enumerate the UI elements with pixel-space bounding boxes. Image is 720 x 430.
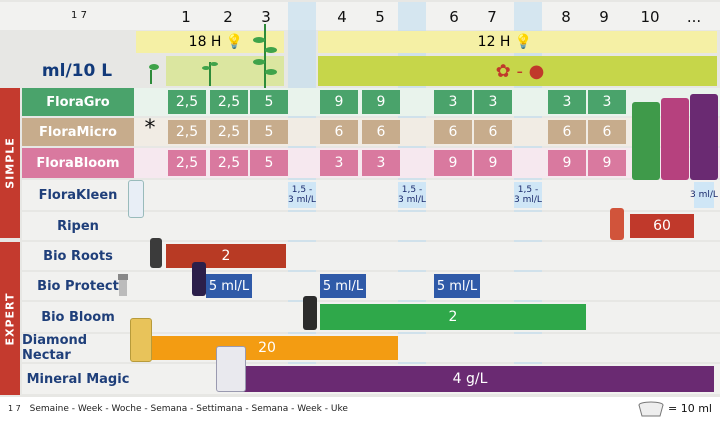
ripen-bar: 60 xyxy=(630,214,694,238)
diamondnectar-bottle-icon xyxy=(130,318,152,362)
scale-label: 1 7 xyxy=(71,9,87,21)
week-header-cell: 3 xyxy=(261,8,271,26)
dose-cell-floramicro: 6 xyxy=(362,120,400,144)
week-header-cell: 9 xyxy=(599,8,609,26)
dose-cell-floragro: 3 xyxy=(474,90,512,114)
dose-cell-florabloom: 2,5 xyxy=(168,150,206,176)
section-expert: EXPERT xyxy=(0,242,20,395)
footer-legend: 1 7 Semaine - Week - Woche - Semana - Se… xyxy=(8,404,348,414)
bioprotect-bottle-icon xyxy=(192,262,206,296)
footer-weeks-text: Semaine - Week - Woche - Semana - Settim… xyxy=(29,404,348,414)
florakleen-dose-cell: 1,5 - 3 ml/L xyxy=(398,182,426,208)
row-label-diamondnectar: Diamond Nectar xyxy=(22,333,88,363)
flowering-band xyxy=(318,56,717,86)
week-header-cell: 8 xyxy=(561,8,571,26)
dose-cell-floragro: 2,5 xyxy=(210,90,248,114)
dose-cell-floramicro: 5 xyxy=(250,120,288,144)
light-18h-band xyxy=(136,31,284,53)
dose-cell-florabloom: 9 xyxy=(548,150,586,176)
tomato-icon: ● xyxy=(528,60,545,82)
bioprotect-dose-cell: 5 ml/L xyxy=(434,274,480,298)
dose-cell-floramicro: 2,5 xyxy=(210,120,248,144)
floragro-bottle-icon xyxy=(632,102,660,180)
dose-cell-floragro: 3 xyxy=(548,90,586,114)
bioroots-bar: 2 xyxy=(166,244,286,268)
row-label-biobloom: Bio Bloom xyxy=(41,309,115,325)
week-header-cell: 7 xyxy=(487,8,497,26)
bulb-icon: 💡 xyxy=(514,34,533,50)
bioprotect-dose-cell: 5 ml/L xyxy=(320,274,366,298)
week-header-cell: ... xyxy=(686,8,702,26)
mineralmagic-jar-icon xyxy=(216,346,246,392)
seedling-icon xyxy=(136,56,166,86)
dose-cell-floragro: 3 xyxy=(588,90,626,114)
light-18h-label: 18 H 💡 xyxy=(188,34,244,50)
week-header-row xyxy=(0,2,720,30)
footer-scale: 1 7 xyxy=(8,404,21,413)
biobloom-bottle-icon xyxy=(303,296,317,330)
sprayer-icon xyxy=(116,272,130,298)
ripen-bottle-icon xyxy=(610,208,624,240)
row-label-mineralmagic: Mineral Magic xyxy=(26,371,130,387)
diamondnectar-bar: 20 xyxy=(136,336,398,360)
mineralmagic-bar: 4 g/L xyxy=(226,366,714,392)
row-label-floramicro: FloraMicro xyxy=(22,118,134,146)
asterisk-note: * xyxy=(144,115,156,141)
dose-cell-florabloom: 3 xyxy=(362,150,400,176)
flower-fruit-indicator: ✿ - ● xyxy=(495,60,545,82)
dose-cell-florabloom: 9 xyxy=(434,150,472,176)
dose-cell-florabloom: 9 xyxy=(588,150,626,176)
bioroots-bottle-icon xyxy=(150,238,162,268)
dose-cell-floramicro: 6 xyxy=(320,120,358,144)
florabloom-bottle-icon xyxy=(690,94,718,180)
light-12h-label: 12 H 💡 xyxy=(477,34,533,50)
dose-cell-floramicro: 6 xyxy=(474,120,512,144)
dose-cell-floramicro: 6 xyxy=(548,120,586,144)
dose-cell-floragro: 9 xyxy=(320,90,358,114)
dose-cell-florabloom: 3 xyxy=(320,150,358,176)
row-label-florabloom: FloraBloom xyxy=(22,148,134,178)
dose-cell-floragro: 3 xyxy=(434,90,472,114)
week-header-cell: 10 xyxy=(640,8,660,26)
light-12h-band xyxy=(318,31,717,53)
florakleen-bottle-icon xyxy=(128,180,144,218)
week-header-cell: 2 xyxy=(223,8,233,26)
row-label-ripen: Ripen xyxy=(57,218,99,234)
week-header-cell: 4 xyxy=(337,8,347,26)
florakleen-dose-cell: 1,5 - 3 ml/L xyxy=(288,182,316,208)
section-simple: SIMPLE xyxy=(0,88,20,238)
week-header-cell: 1 xyxy=(181,8,191,26)
florakleen-dose-cell: 1,5 - 3 ml/L xyxy=(514,182,542,208)
dose-cell-florabloom: 9 xyxy=(474,150,512,176)
dose-cell-florabloom: 5 xyxy=(250,150,288,176)
dose-cell-floragro: 2,5 xyxy=(168,90,206,114)
young-plant-icon xyxy=(200,56,220,86)
dose-cell-floragro: 9 xyxy=(362,90,400,114)
bioprotect-dose-cell: 5 ml/L xyxy=(206,274,252,298)
row-label-florakleen: FloraKleen xyxy=(38,187,118,203)
dose-cell-floramicro: 6 xyxy=(434,120,472,144)
week-header-cell: 6 xyxy=(449,8,459,26)
week-header-cell: 5 xyxy=(375,8,385,26)
biobloom-bar: 2 xyxy=(320,304,586,330)
dose-cell-florabloom: 2,5 xyxy=(210,150,248,176)
florakleen-dose-cell: 3 ml/L xyxy=(690,182,718,208)
product-bottles xyxy=(632,92,718,182)
dose-cell-floramicro: 6 xyxy=(588,120,626,144)
cap-label: = 10 ml xyxy=(668,402,712,415)
row-label-floragro: FloraGro xyxy=(22,88,134,116)
floramicro-bottle-icon xyxy=(661,98,689,180)
flower-icon: ✿ xyxy=(495,60,511,82)
row-bg-bioroots xyxy=(22,242,720,270)
row-label-bioroots: Bio Roots xyxy=(43,248,113,264)
dose-cell-floragro: 5 xyxy=(250,90,288,114)
dose-cell-floramicro: 2,5 xyxy=(168,120,206,144)
tall-plant-icon xyxy=(250,20,280,90)
cap-icon xyxy=(636,400,666,418)
bulb-icon: 💡 xyxy=(225,34,244,50)
dose-unit-label: ml/10 L xyxy=(41,61,113,81)
row-bg-bioprotect xyxy=(22,272,720,300)
row-label-bioprotect: Bio Protect xyxy=(37,278,119,294)
